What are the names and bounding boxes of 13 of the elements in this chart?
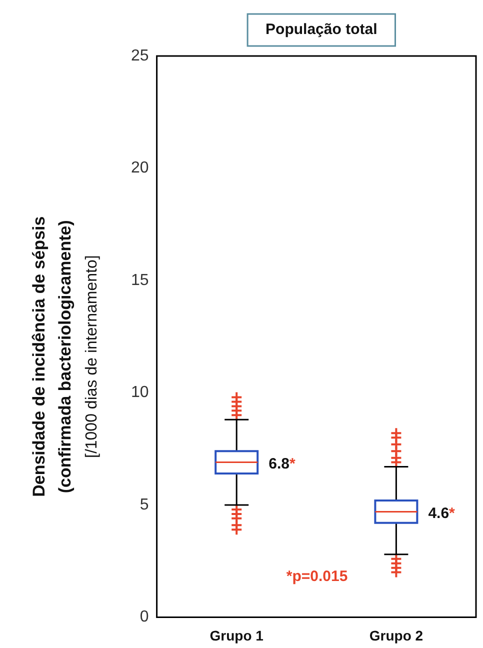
y-tick-label: 20	[131, 160, 149, 177]
y-tick-label: 10	[131, 384, 149, 402]
y-tick-label: 5	[140, 496, 149, 514]
y-tick-label: 25	[131, 47, 149, 64]
chart-title: População total	[266, 21, 378, 38]
y-tick-label: 0	[140, 608, 149, 626]
annotation: *p=0.015	[286, 568, 348, 585]
annotation: 4.6*	[428, 505, 456, 522]
y-tick-label: 15	[131, 272, 149, 289]
x-tick-label: Grupo 2	[369, 627, 424, 644]
x-tick-label: Grupo 1	[210, 627, 264, 644]
y-axis-title: Densidade de incidência de sépsis (confirmada bacteriologicamente) [/1000 dias de internamento]	[30, 216, 100, 497]
annotation: 6.8*	[268, 456, 296, 473]
